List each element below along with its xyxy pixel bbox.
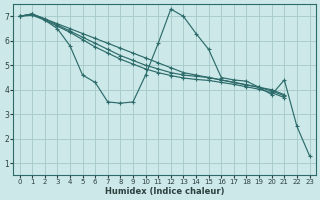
X-axis label: Humidex (Indice chaleur): Humidex (Indice chaleur) — [105, 187, 224, 196]
